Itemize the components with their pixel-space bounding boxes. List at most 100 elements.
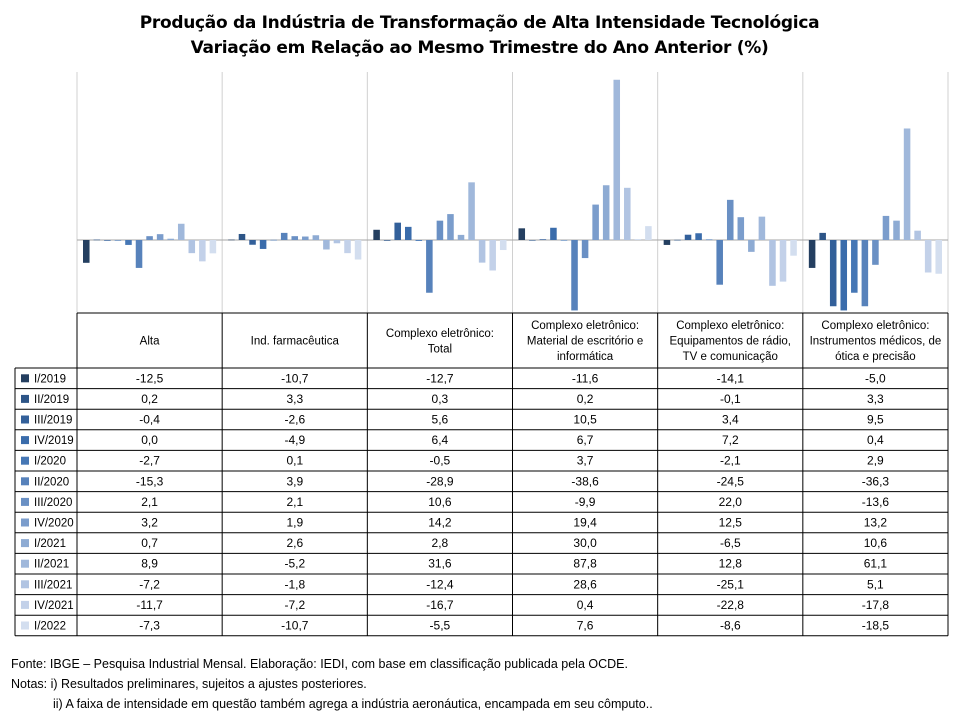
- note-2: ii) A faixa de intensidade em questão ta…: [53, 697, 653, 711]
- table-cell: 2,8: [432, 536, 449, 550]
- bar-III-2020-cat5: [872, 240, 879, 265]
- table-cell: -11,6: [572, 371, 599, 385]
- bar-I-2020-cat4: [705, 239, 713, 241]
- table-cell: 9,5: [867, 413, 884, 427]
- table-header-label: Complexo eletrônico:: [821, 320, 929, 332]
- table-cell: 0,3: [432, 392, 449, 406]
- bar-I-2021-cat5: [893, 220, 900, 240]
- table-row-label: II/2021: [34, 559, 69, 571]
- bar-III-2019-cat1: [249, 240, 256, 245]
- table-cell: 31,6: [428, 557, 452, 571]
- table-row-label: II/2019: [34, 394, 69, 406]
- legend-key-I-2022: [21, 621, 29, 630]
- table-cell: -2,7: [139, 454, 160, 468]
- bar-IV-2021-cat0: [199, 240, 206, 262]
- table-cell: -15,3: [136, 474, 164, 488]
- legend-key-I-2021: [21, 539, 29, 548]
- table-cell: -2,6: [284, 413, 305, 427]
- table-cell: -7,2: [284, 598, 305, 612]
- bar-IV-2019-cat2: [404, 226, 412, 240]
- table-cell: -13,6: [862, 495, 890, 509]
- bar-III-2019-cat5: [829, 240, 837, 307]
- bar-II-2020-cat4: [716, 240, 723, 285]
- table-row-label: I/2022: [34, 621, 66, 633]
- legend-key-III-2020: [21, 497, 29, 506]
- bar-I-2022-cat1: [354, 240, 362, 260]
- bar-II-2019-cat2: [383, 240, 391, 241]
- bar-I-2022-cat0: [209, 240, 217, 254]
- table-cell: -0,1: [720, 392, 741, 406]
- table-cell: 10,6: [864, 536, 888, 550]
- table-cell: 22,0: [719, 495, 743, 509]
- table-cell: 0,0: [141, 433, 158, 447]
- bar-II-2021-cat1: [323, 240, 330, 250]
- table-header-label: Equipamentos de rádio,: [670, 336, 791, 348]
- legend-key-IV-2020: [21, 518, 29, 527]
- bar-IV-2019-cat1: [259, 240, 267, 249]
- bar-II-2021-cat4: [758, 216, 766, 240]
- table-cell: -2,1: [720, 454, 741, 468]
- bar-IV-2019-cat4: [695, 233, 702, 240]
- table-cell: 12,8: [719, 557, 743, 571]
- table-cell: -6,5: [720, 536, 741, 550]
- bar-II-2019-cat5: [819, 232, 826, 240]
- bar-IV-2021-cat3: [634, 239, 642, 240]
- table-cell: 6,4: [432, 433, 449, 447]
- table-cell: -5,2: [284, 557, 305, 571]
- source-note: Fonte: IBGE – Pesquisa Industrial Mensal…: [11, 657, 628, 671]
- table-cell: -0,5: [430, 454, 451, 468]
- table-cell: -38,6: [571, 474, 599, 488]
- table-cell: 2,1: [286, 495, 303, 509]
- table-cell: 30,0: [573, 536, 597, 550]
- legend-key-II-2019: [21, 394, 29, 403]
- table-cell: 19,4: [573, 516, 597, 530]
- bar-II-2019-cat3: [529, 240, 536, 241]
- table-header-label: Complexo eletrônico:: [531, 320, 639, 332]
- bar-I-2022-cat4: [790, 240, 797, 256]
- table-cell: 14,2: [428, 516, 452, 530]
- bar-III-2020-cat1: [291, 236, 299, 240]
- bar-III-2019-cat3: [539, 239, 547, 240]
- bar-I-2021-cat4: [748, 240, 755, 252]
- bar-I-2022-cat2: [499, 240, 507, 251]
- table-cell: -25,1: [717, 577, 745, 591]
- bar-I-2019-cat3: [518, 228, 526, 240]
- table-cell: -10,7: [281, 619, 309, 633]
- legend-key-IV-2021: [21, 600, 29, 609]
- table-cell: -36,3: [862, 474, 890, 488]
- bar-II-2021-cat5: [903, 128, 911, 240]
- table-cell: -16,7: [426, 598, 454, 612]
- bar-III-2020-cat2: [436, 220, 444, 240]
- bar-I-2022-cat3: [645, 226, 652, 240]
- bar-II-2020-cat2: [426, 240, 433, 293]
- table-cell: -4,9: [284, 433, 305, 447]
- table-cell: -22,8: [717, 598, 745, 612]
- table-cell: 7,6: [577, 619, 594, 633]
- bar-IV-2021-cat2: [489, 240, 496, 271]
- note-1: Notas: i) Resultados preliminares, sujei…: [11, 677, 367, 691]
- bar-I-2019-cat5: [808, 240, 816, 268]
- bar-II-2021-cat0: [177, 223, 185, 240]
- bar-II-2019-cat0: [93, 239, 101, 241]
- bar-I-2021-cat2: [457, 234, 465, 240]
- table-cell: -18,5: [862, 619, 890, 633]
- table-cell: -5,0: [865, 371, 886, 385]
- bar-II-2019-cat1: [238, 233, 246, 240]
- bar-III-2021-cat0: [188, 240, 196, 254]
- table-header-label: Total: [428, 343, 452, 355]
- bar-IV-2020-cat1: [302, 236, 309, 240]
- bar-IV-2021-cat5: [924, 240, 932, 273]
- table-cell: 0,2: [577, 392, 594, 406]
- table-header-label: ótica e precisão: [835, 351, 916, 363]
- bar-III-2020-cat0: [146, 236, 153, 240]
- bar-I-2019-cat1: [228, 239, 235, 241]
- table-row-label: IV/2019: [34, 435, 74, 447]
- table-cell: 8,9: [141, 557, 158, 571]
- bar-IV-2021-cat4: [779, 240, 787, 282]
- table-cell: 12,5: [719, 516, 743, 530]
- table-cell: 6,7: [577, 433, 594, 447]
- table-cell: 0,1: [286, 454, 303, 468]
- table-cell: 5,6: [432, 413, 449, 427]
- bar-II-2020-cat3: [571, 240, 578, 311]
- table-cell: 61,1: [864, 557, 888, 571]
